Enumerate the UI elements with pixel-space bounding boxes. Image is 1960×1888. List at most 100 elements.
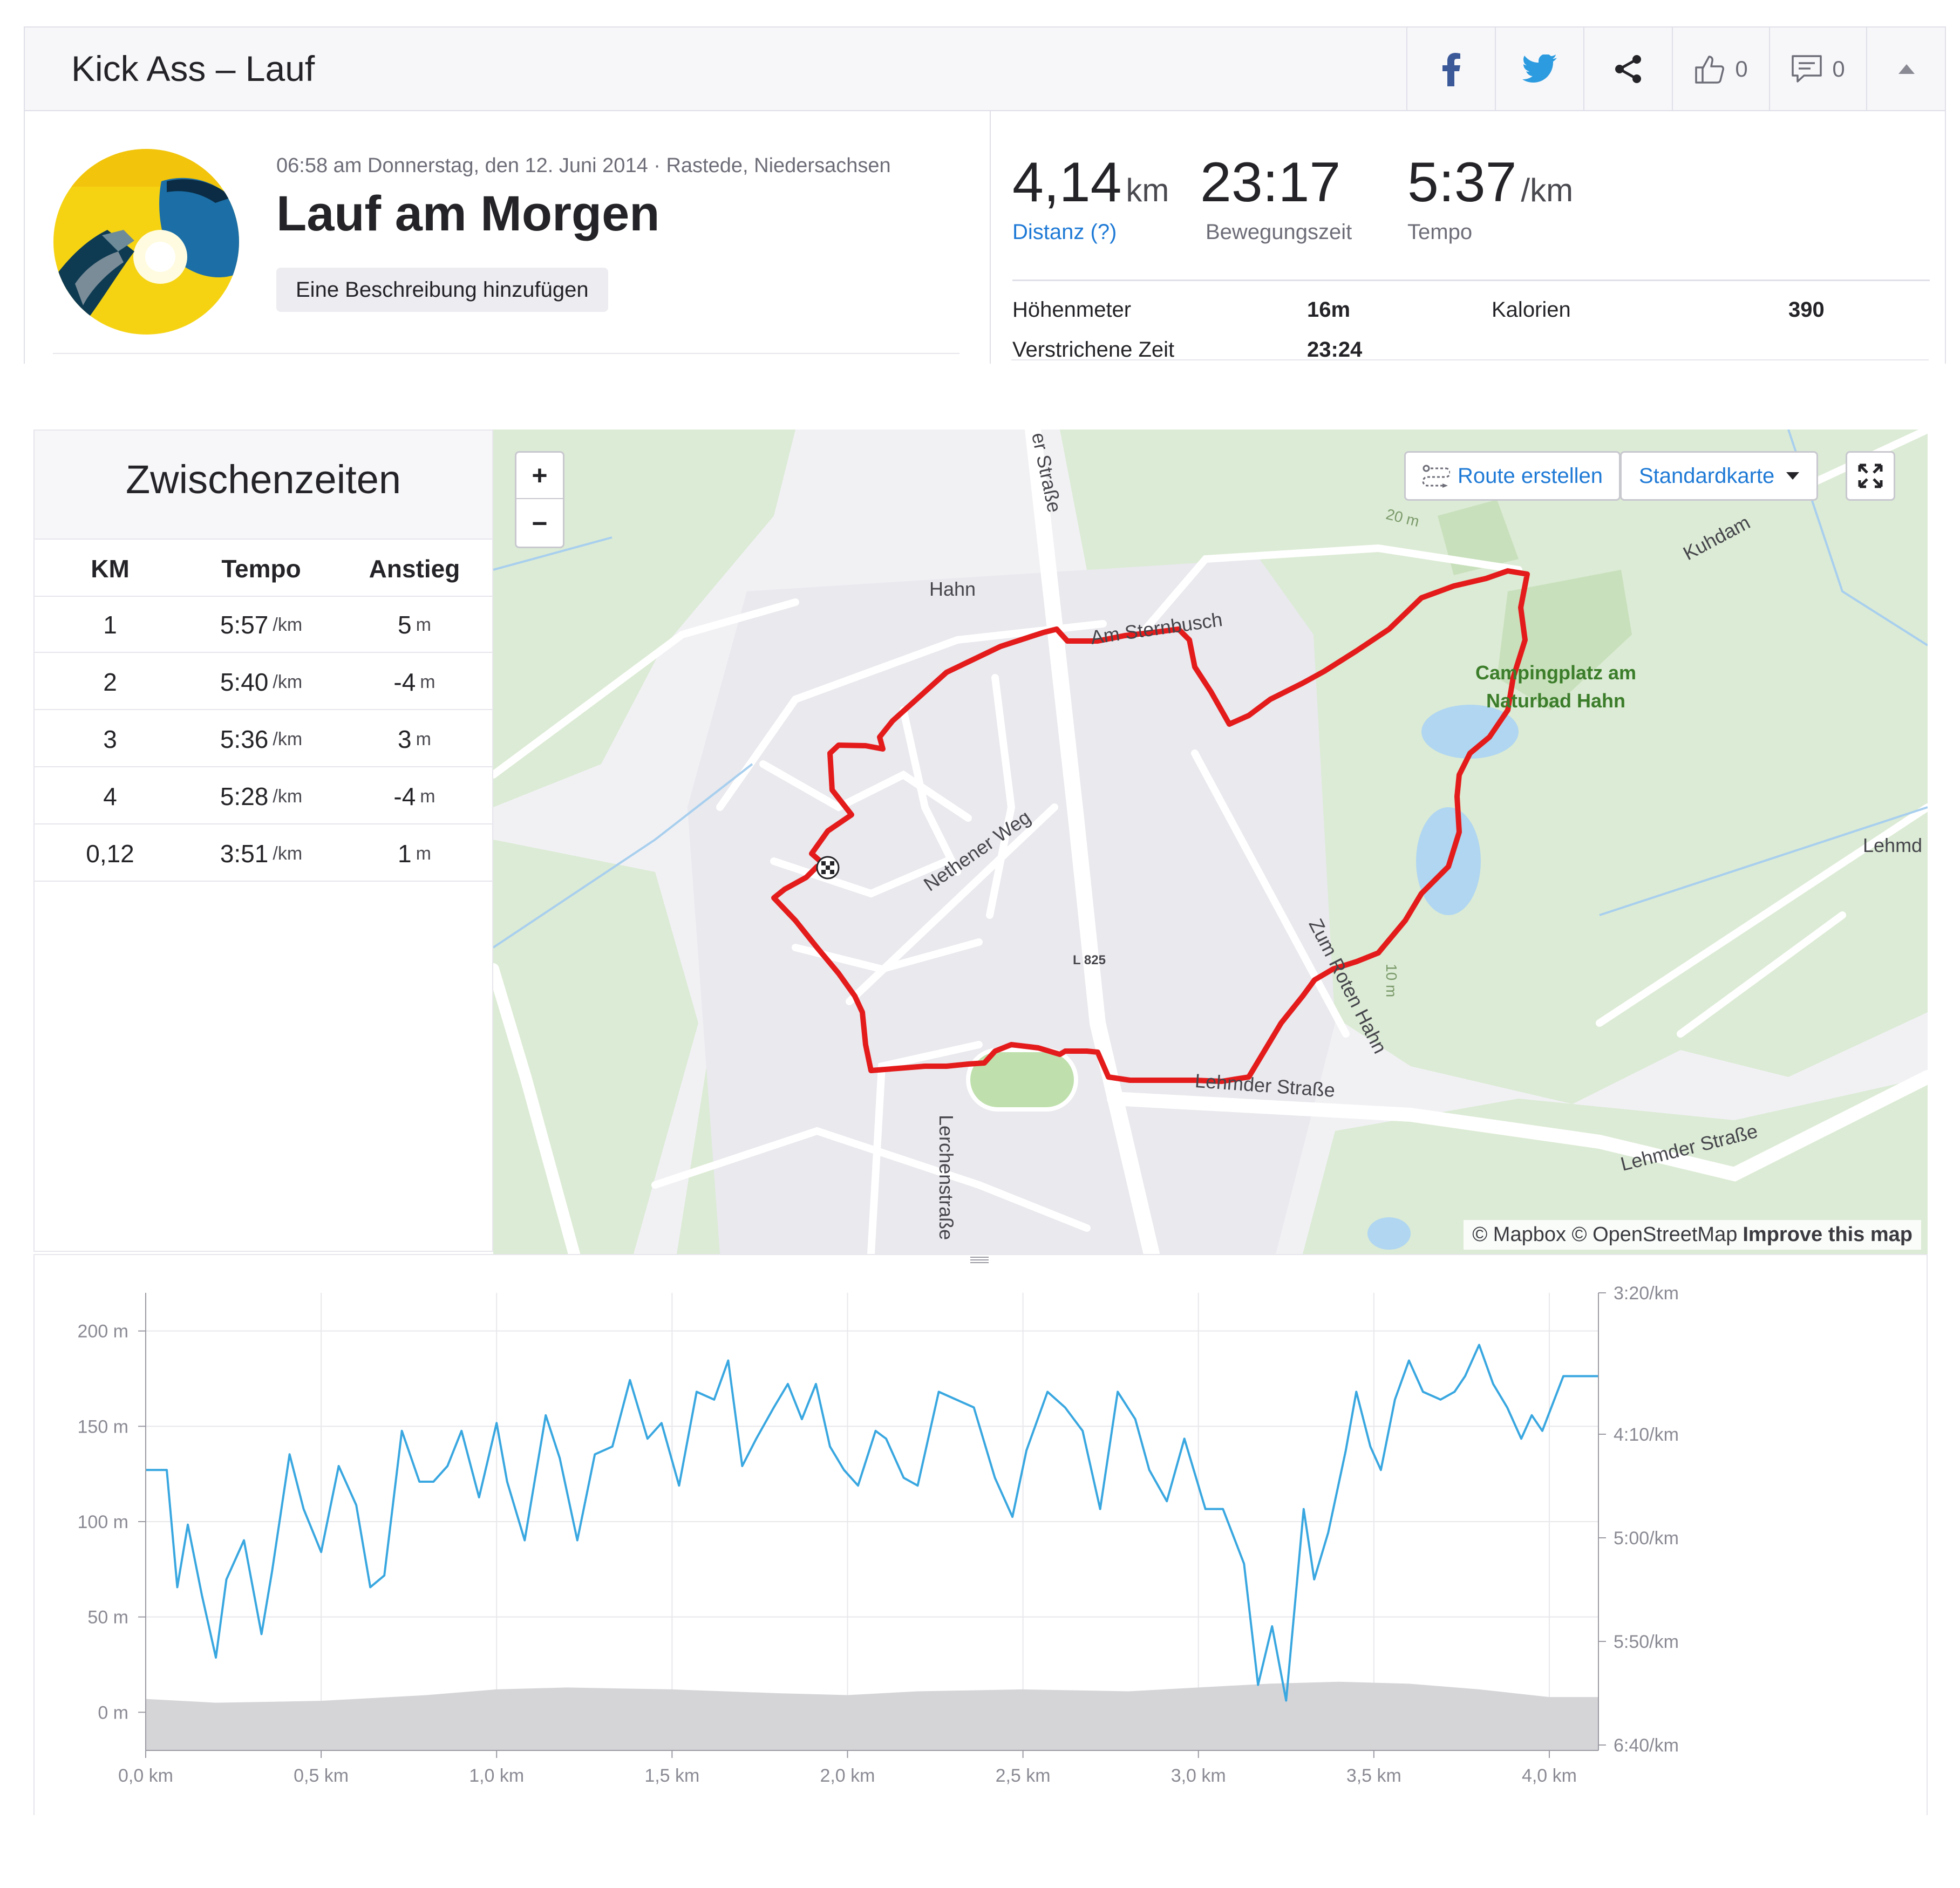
distance-unit: km <box>1126 172 1169 208</box>
moving-time-label: Bewegungszeit <box>1206 220 1352 244</box>
comment-icon <box>1792 54 1822 83</box>
pace-value: 5:37 <box>1407 151 1517 214</box>
x-tick-label: 0,0 km <box>118 1766 173 1786</box>
split-pace: 3:51/km <box>186 826 337 882</box>
zoom-out-button[interactable]: − <box>532 508 548 539</box>
stat-distance-value: 4,14 km <box>1012 154 1169 210</box>
route-create-button[interactable]: Route erstellen <box>1404 451 1621 501</box>
column-header-elevation: Anstieg <box>369 555 460 583</box>
elevation-area <box>146 1681 1598 1750</box>
caret-up-icon <box>1898 64 1915 74</box>
y-right-tick-label: 3:20/km <box>1614 1283 1679 1304</box>
map-label-hahn: Hahn <box>929 578 976 600</box>
split-km: 0,12 <box>86 840 134 868</box>
elevation-label: Höhenmeter <box>1012 298 1132 322</box>
distance-label[interactable]: Distanz (?) <box>1012 220 1117 244</box>
divider <box>53 353 959 354</box>
x-tick-label: 3,0 km <box>1171 1766 1226 1786</box>
split-pace-unit: /km <box>273 786 303 807</box>
activity-name[interactable]: Lauf am Morgen <box>276 186 660 241</box>
elevation-pace-chart[interactable]: 0,0 km 0,5 km 1,0 km 1,5 km 2,0 km 2,5 km 3,0 … <box>33 1254 1928 1815</box>
moving-time-value: 23:17 <box>1200 151 1341 214</box>
split-pace: 5:36/km <box>186 711 337 767</box>
calories-label: Kalorien <box>1492 298 1571 322</box>
add-description-button[interactable]: Eine Beschreibung hinzufügen <box>276 268 608 312</box>
y-right-tick-label: 5:00/km <box>1614 1528 1679 1549</box>
map-label-campingplatz-line1: Campingplatz am <box>1475 662 1637 684</box>
activity-header-bar: Kick Ass – Lauf 0 <box>24 26 1946 111</box>
splits-panel: Zwischenzeiten KM Tempo Anstieg 1 5:57/km… <box>33 430 493 1252</box>
attribution-text[interactable]: © Mapbox © OpenStreetMap <box>1472 1223 1738 1246</box>
map-label-lerchenstrasse: Lerchenstraße <box>935 1115 957 1241</box>
avatar-image <box>53 149 239 335</box>
split-pace-unit: /km <box>273 671 303 692</box>
x-tick-label: 2,5 km <box>996 1766 1051 1786</box>
y-right-tick-label: 5:50/km <box>1614 1632 1679 1652</box>
split-elevation-unit: m <box>416 728 431 749</box>
split-elevation-unit: m <box>420 671 435 692</box>
divider <box>990 111 991 364</box>
kudos-button[interactable]: 0 <box>1672 28 1769 110</box>
map-canvas[interactable] <box>493 430 1928 1254</box>
map-type-select[interactable]: Standardkarte <box>1620 451 1819 501</box>
map-label-lehmden: Lehmd <box>1863 834 1923 856</box>
elevation-value: 16m <box>1307 298 1351 322</box>
facebook-share-button[interactable] <box>1406 28 1495 110</box>
split-elevation-value: 5 <box>398 611 412 639</box>
split-km: 4 <box>103 782 117 810</box>
elapsed-time-label: Verstrichene Zeit <box>1012 338 1175 362</box>
activity-info-area: 06:58 am Donnerstag, den 12. Juni 2014 ·… <box>24 111 1946 364</box>
share-button[interactable] <box>1583 28 1672 110</box>
split-elevation: -4 m <box>337 768 492 824</box>
map-label-campingplatz-line2: Naturbad Hahn <box>1486 690 1626 712</box>
fullscreen-icon <box>1858 464 1883 488</box>
split-pace-value: 3:51 <box>220 840 269 868</box>
splits-row: 0,12 3:51/km 1 m <box>35 826 492 882</box>
map-type-label: Standardkarte <box>1639 464 1775 488</box>
sports-field <box>966 1048 1078 1112</box>
route-map[interactable]: Hahn Am Sternbusch Campingplatz am Natur… <box>493 430 1928 1254</box>
split-elevation-unit: m <box>416 843 431 864</box>
activity-type-title: Kick Ass – Lauf <box>71 49 315 88</box>
split-km: 1 <box>103 611 117 639</box>
y-left-tick-label: 100 m <box>78 1512 129 1532</box>
column-header-km: KM <box>91 555 130 583</box>
facebook-icon <box>1442 52 1460 86</box>
fullscreen-button[interactable] <box>1846 451 1895 501</box>
share-icon <box>1615 54 1641 83</box>
x-tick-label: 1,0 km <box>469 1766 524 1786</box>
split-pace-value: 5:40 <box>220 668 269 696</box>
resize-handle[interactable] <box>969 1254 990 1265</box>
pace-line <box>146 1344 1598 1702</box>
elevation-area-path <box>146 1681 1598 1750</box>
stat-moving-time: 23:17 Bewegungszeit <box>1200 154 1352 244</box>
improve-map-link[interactable]: Improve this map <box>1743 1223 1913 1246</box>
split-pace: 5:40/km <box>186 654 337 710</box>
kudos-count: 0 <box>1735 56 1748 81</box>
split-pace: 5:28/km <box>186 768 337 824</box>
chart-canvas[interactable]: 0,0 km 0,5 km 1,0 km 1,5 km 2,0 km 2,5 km 3,0 … <box>35 1255 1927 1816</box>
activity-summary-panel: Kick Ass – Lauf 0 <box>24 26 1946 364</box>
comments-button[interactable]: 0 <box>1769 28 1866 110</box>
activity-route[interactable] <box>771 568 1530 1084</box>
stat-pace: 5:37/km Tempo <box>1407 154 1573 244</box>
start-finish-icon <box>816 856 840 880</box>
twitter-share-button[interactable] <box>1495 28 1583 110</box>
x-tick-label: 0,5 km <box>294 1766 349 1786</box>
split-pace-unit: /km <box>273 728 303 749</box>
distance-value: 4,14 <box>1012 151 1122 214</box>
y-left-tick-label: 0 m <box>98 1702 128 1723</box>
map-label-contour-10: 10 m <box>1383 964 1400 998</box>
y-left-tick-label: 200 m <box>78 1321 129 1342</box>
chevron-down-icon <box>1786 472 1800 480</box>
athlete-avatar[interactable] <box>53 149 239 335</box>
split-pace-unit: /km <box>273 843 303 864</box>
collapse-button[interactable] <box>1866 28 1946 110</box>
splits-row: 1 5:57/km 5 m <box>35 597 492 653</box>
divider <box>1011 359 1929 360</box>
splits-row: 4 5:28/km -4 m <box>35 768 492 824</box>
y-right-tick-label: 4:10/km <box>1614 1424 1679 1445</box>
splits-header-row: KM Tempo Anstieg <box>35 541 492 597</box>
zoom-in-button[interactable]: + <box>516 453 563 499</box>
